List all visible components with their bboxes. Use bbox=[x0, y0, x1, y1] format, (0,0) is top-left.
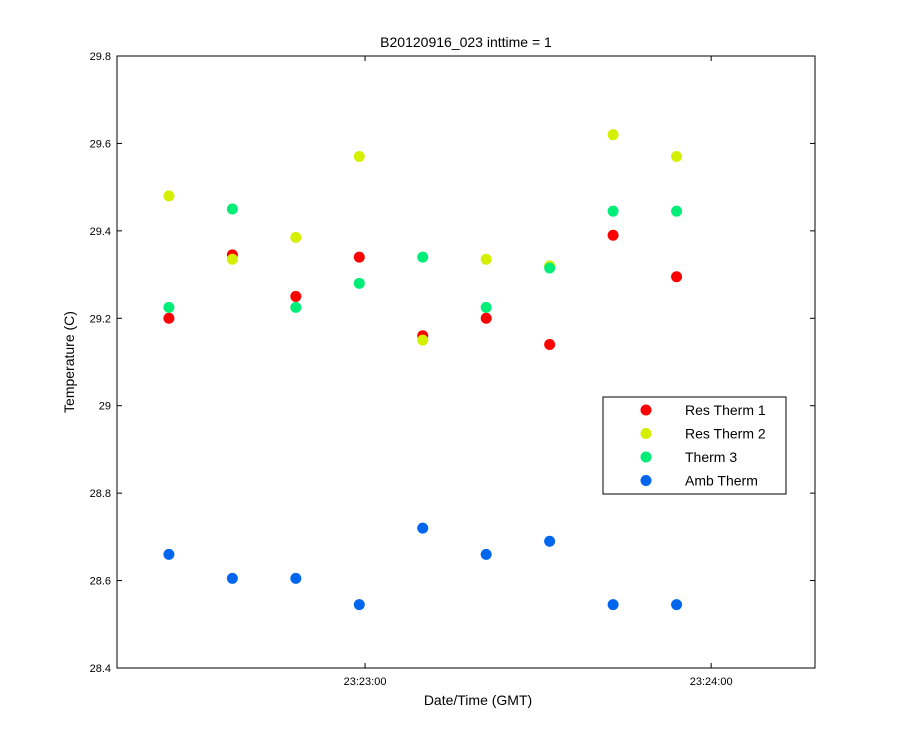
point-amb-therm bbox=[417, 522, 429, 534]
point-res-therm-2 bbox=[607, 129, 619, 141]
point-res-therm-2 bbox=[480, 253, 492, 265]
x-tick-label: 23:23:00 bbox=[344, 676, 387, 688]
data-points bbox=[163, 129, 683, 611]
point-res-therm-2 bbox=[353, 151, 365, 163]
y-axis-title: Temperature (C) bbox=[61, 311, 77, 413]
axis-ticks: 28.4 28.6 28.8 29 29.2 29.4 29.6 29.8 23:23:00 23… bbox=[90, 51, 815, 688]
point-res-therm-1 bbox=[480, 312, 492, 324]
chart-title: B20120916_023 inttime = 1 bbox=[380, 34, 552, 50]
point-therm-3 bbox=[417, 251, 429, 263]
y-tick-label: 29.4 bbox=[90, 226, 111, 238]
x-axis-title: Date/Time (GMT) bbox=[424, 692, 532, 708]
point-amb-therm bbox=[163, 548, 175, 560]
point-therm-3 bbox=[671, 205, 683, 217]
point-res-therm-1 bbox=[544, 339, 556, 351]
point-therm-3 bbox=[353, 277, 365, 289]
series-amb-therm bbox=[163, 522, 683, 611]
point-amb-therm bbox=[607, 599, 619, 611]
point-res-therm-1 bbox=[353, 251, 365, 263]
point-amb-therm bbox=[480, 548, 492, 560]
series-therm-3 bbox=[163, 203, 683, 313]
y-tick-label: 29.6 bbox=[90, 138, 111, 150]
point-therm-3 bbox=[163, 301, 175, 313]
point-therm-3 bbox=[290, 301, 302, 313]
y-tick-label: 29.8 bbox=[90, 51, 111, 63]
y-tick-label: 28.4 bbox=[90, 663, 111, 675]
point-res-therm-1 bbox=[671, 271, 683, 283]
y-tick-label: 29 bbox=[99, 401, 111, 413]
y-tick-label: 28.6 bbox=[90, 576, 111, 588]
point-amb-therm bbox=[290, 572, 302, 584]
point-therm-3 bbox=[544, 262, 556, 274]
x-tick-label: 23:24:00 bbox=[690, 676, 733, 688]
point-res-therm-2 bbox=[671, 151, 683, 163]
legend-marker-res-therm-1 bbox=[640, 404, 652, 416]
point-res-therm-1 bbox=[290, 290, 302, 302]
point-res-therm-1 bbox=[607, 229, 619, 241]
point-amb-therm bbox=[544, 535, 556, 547]
point-res-therm-2 bbox=[290, 231, 302, 243]
point-therm-3 bbox=[226, 203, 238, 215]
legend-label-amb-therm: Amb Therm bbox=[685, 473, 758, 489]
legend: Res Therm 1 Res Therm 2 Therm 3 Amb Therm bbox=[602, 396, 787, 495]
point-amb-therm bbox=[671, 599, 683, 611]
legend-label-res-therm-2: Res Therm 2 bbox=[685, 426, 766, 442]
legend-label-therm-3: Therm 3 bbox=[685, 449, 737, 465]
legend-marker-therm-3 bbox=[640, 451, 652, 463]
point-res-therm-1 bbox=[163, 312, 175, 324]
legend-label-res-therm-1: Res Therm 1 bbox=[685, 402, 766, 418]
plot-area bbox=[116, 55, 816, 669]
point-res-therm-2 bbox=[226, 253, 238, 265]
legend-marker-res-therm-2 bbox=[640, 428, 652, 439]
legend-box bbox=[602, 396, 787, 495]
y-tick-label: 28.8 bbox=[90, 488, 111, 500]
point-amb-therm bbox=[226, 572, 238, 584]
point-therm-3 bbox=[480, 301, 492, 313]
point-res-therm-2 bbox=[163, 190, 175, 202]
point-amb-therm bbox=[353, 599, 365, 611]
y-tick-label: 29.2 bbox=[90, 313, 111, 325]
point-therm-3 bbox=[607, 205, 619, 217]
point-res-therm-2 bbox=[417, 334, 429, 346]
legend-marker-amb-therm bbox=[640, 475, 652, 486]
